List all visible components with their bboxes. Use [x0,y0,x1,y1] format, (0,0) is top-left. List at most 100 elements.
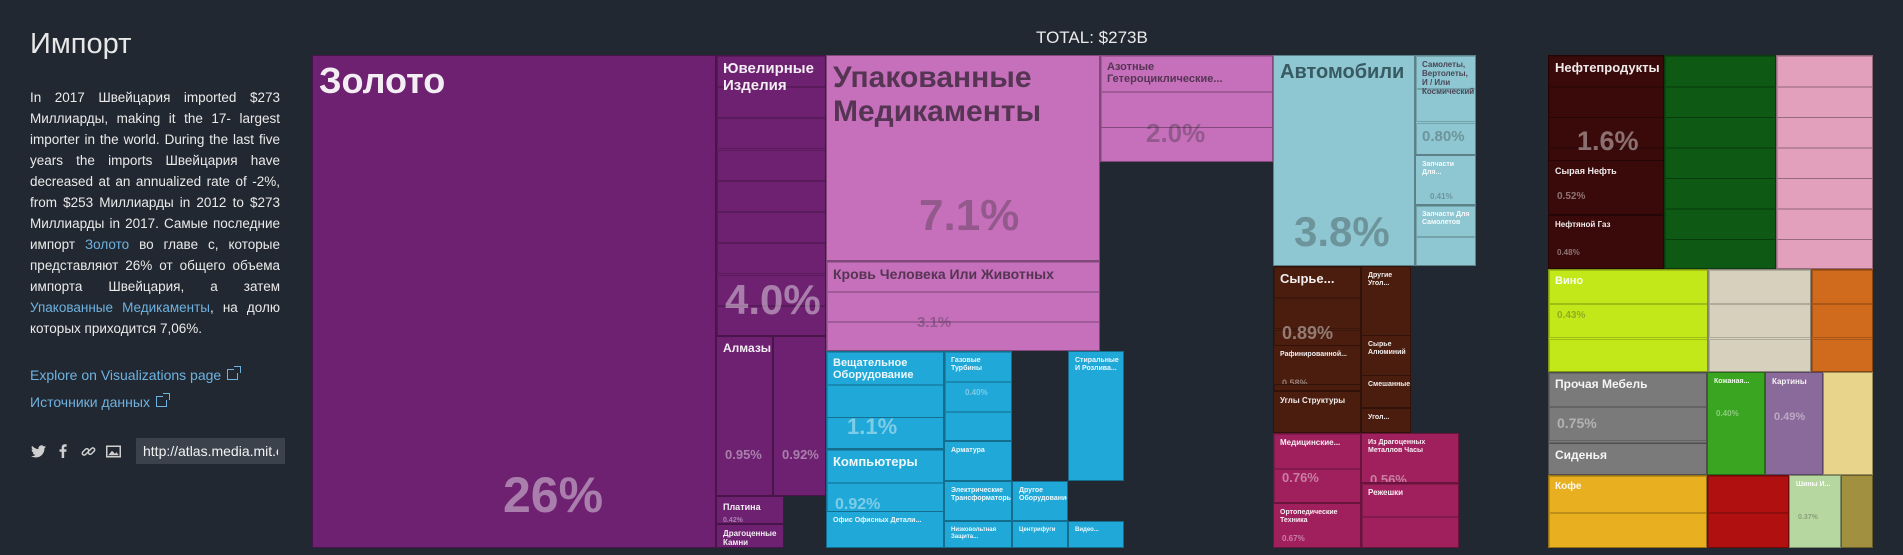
treemap-label: Режешки [1368,488,1404,497]
treemap-label: Автомобили [1280,61,1405,83]
image-icon[interactable] [105,443,121,459]
treemap-cell-paintings[interactable]: Картины 0.49% [1765,372,1823,475]
treemap-cell-crude[interactable]: Сырая Нефть 0.52% [1548,160,1664,215]
treemap-percent: 1.6% [1577,126,1639,156]
facebook-icon[interactable] [55,443,71,459]
treemap-subcell [1709,270,1810,304]
twitter-icon[interactable] [30,443,46,459]
sources-link[interactable]: Источники данных [30,393,280,410]
treemap-cell-other-equipment[interactable]: Другое Оборудование... [1012,481,1068,521]
treemap-cell-angle-structures[interactable]: Углы Структуры [1273,391,1361,433]
link-icon[interactable] [80,443,96,459]
treemap-label: Ювелирные Изделия [723,60,814,94]
treemap-label: Кофе [1555,481,1582,492]
treemap-subcell [1549,117,1663,148]
treemap-cell-refined[interactable]: Рафинированной... 0.58% [1273,345,1361,385]
treemap-cell-turbines[interactable]: Газовые Турбины 0.40% [944,351,1012,441]
treemap-cell-pink-block[interactable] [1776,55,1873,269]
treemap-percent: 0.40% [965,388,988,397]
treemap-cell-leather[interactable]: Кожаная... 0.40% [1707,372,1765,475]
treemap-percent: 0.41% [1430,192,1453,201]
treemap-label: Низковольтная Защита... [951,527,997,540]
external-link-icon [227,366,242,380]
treemap-cell-blood[interactable]: Кровь Человека Или Животных 3.1% [826,261,1100,351]
description-text-3: , на долю которых приходится 7,06%. [30,300,280,336]
treemap-cell-heterocyclic[interactable]: Азотные Гетероциклические... 2.0% [1100,55,1273,162]
treemap-cell-washing[interactable]: Стиральные И Розлива... [1068,351,1124,481]
treemap-label: Из Драгоценных Металлов Часы [1368,439,1426,454]
treemap-cell-gas[interactable]: Нефтяной Газ 0.48% [1548,215,1664,269]
treemap-cell-medical[interactable]: Медицинские... 0.76% [1273,433,1361,503]
treemap-label: Компьютеры [833,454,918,469]
treemap-cell-platinum[interactable]: Платина 0.42% [716,496,784,524]
treemap-percent: 0.75% [1557,415,1597,431]
treemap-label: Драгоценные Камни [723,529,777,547]
treemap-cell-tires[interactable]: Шины И... 0.37% [1789,475,1841,548]
treemap-cell-diamonds[interactable]: Алмазы 0.95% [716,336,773,496]
treemap-cell-beige[interactable] [1708,269,1811,372]
explore-link[interactable]: Explore on Visualizations page [30,366,280,383]
treemap-label: Сиденья [1555,448,1607,462]
treemap-subcell [1416,206,1475,237]
treemap-subcell [717,118,825,149]
treemap-cell-coffee[interactable]: Кофе [1548,475,1707,548]
treemap-cell-valves[interactable]: Арматура [944,441,1012,481]
treemap-subcell [1665,239,1775,268]
treemap-cell-aircraft[interactable]: Самолеты, Вертолеты, И / Или Космический… [1415,55,1476,155]
treemap-cell-olive[interactable] [1841,475,1873,548]
treemap-percent: 0.48% [1557,248,1580,257]
treemap-cell-wine[interactable]: Вино 0.43% [1548,269,1708,372]
treemap-subcell [1101,92,1272,128]
treemap-cell-raw-aluminium[interactable]: Сырье Алюминий [1361,335,1411,380]
treemap-cell-mixed[interactable]: Смешанные... [1361,375,1411,408]
treemap-subcell [1416,89,1475,122]
treemap-cell-red[interactable] [1707,475,1789,548]
treemap-subcell [1812,339,1872,371]
medicaments-link[interactable]: Упакованные Медикаменты [30,300,210,315]
treemap-subcell [1777,87,1872,118]
treemap-subcell [1812,270,1872,304]
treemap-subcell [1274,434,1360,469]
treemap-subcell [1549,513,1706,547]
treemap-subcell [1416,56,1475,89]
treemap-cell-office-parts[interactable]: Офис Офисных Детали... [826,511,944,548]
treemap-subcell [1101,127,1272,161]
treemap-subcell [1812,304,1872,338]
treemap-cell-green-block[interactable] [1664,55,1776,269]
treemap-cell-transformers[interactable]: Электрические Трансформаторы [944,481,1012,521]
treemap-cell-precious-misc[interactable]: 0.92% [773,336,826,496]
treemap-cell-medicaments[interactable]: Упакованные Медикаменты 7.1% [826,55,1100,261]
treemap-cell-video[interactable]: Видео... [1068,521,1124,548]
share-url-input[interactable] [136,438,285,464]
treemap-percent: 0.37% [1798,514,1818,521]
treemap-cell-yellow-light[interactable] [1823,372,1873,475]
treemap-cell-orthopedic[interactable]: Ортопедические Техника 0.67% [1273,503,1361,548]
treemap-cell-semiconductors[interactable]: Низковольтная Защита... [944,521,1012,548]
treemap-cell-jewelry[interactable]: Ювелирные Изделия 4.0% [716,55,826,336]
treemap-label: Кровь Человека Или Животных [833,266,1054,282]
treemap-cell-gold[interactable]: Золото 26% [312,55,716,548]
treemap-cell-angle[interactable]: Угол... [1361,408,1411,433]
treemap-subcell [1777,209,1872,240]
treemap-cell-precious-watches[interactable]: Из Драгоценных Металлов Часы 0.56% [1361,433,1459,483]
treemap-percent: 0.40% [1716,409,1739,418]
treemap-cell-seats[interactable]: Сиденья [1548,443,1707,475]
treemap-cell-centrifuges[interactable]: Центрифуги [1012,521,1068,548]
gold-link[interactable]: Золото [84,237,130,252]
treemap-subcell [717,243,825,274]
treemap-percent: 7.1% [919,191,1020,240]
treemap-cell-aircraft-parts[interactable]: Запчасти Для Самолетов [1415,205,1476,266]
treemap-cell-orange[interactable] [1811,269,1873,372]
treemap-subcell [717,275,825,306]
treemap-subcell [1549,373,1706,407]
treemap-percent: 0.56% [1370,472,1407,483]
description-text-1: In 2017 Швейцария imported $273 Миллиард… [30,90,280,252]
treemap-cell-cutters[interactable]: Режешки [1361,483,1459,548]
treemap-cell-machines[interactable]: Вещательное Оборудование 1.1% [826,351,944,449]
treemap-cell-vehicle-parts[interactable]: Запчасти Для... 0.41% [1415,155,1476,205]
treemap-percent: 3.8% [1294,208,1390,255]
treemap-label: Углы Структуры [1280,396,1346,405]
treemap-cell-gemstones[interactable]: Драгоценные Камни [716,524,784,548]
treemap-label: Угол... [1368,414,1390,421]
treemap-cell-cars[interactable]: Автомобили 3.8% [1273,55,1415,266]
